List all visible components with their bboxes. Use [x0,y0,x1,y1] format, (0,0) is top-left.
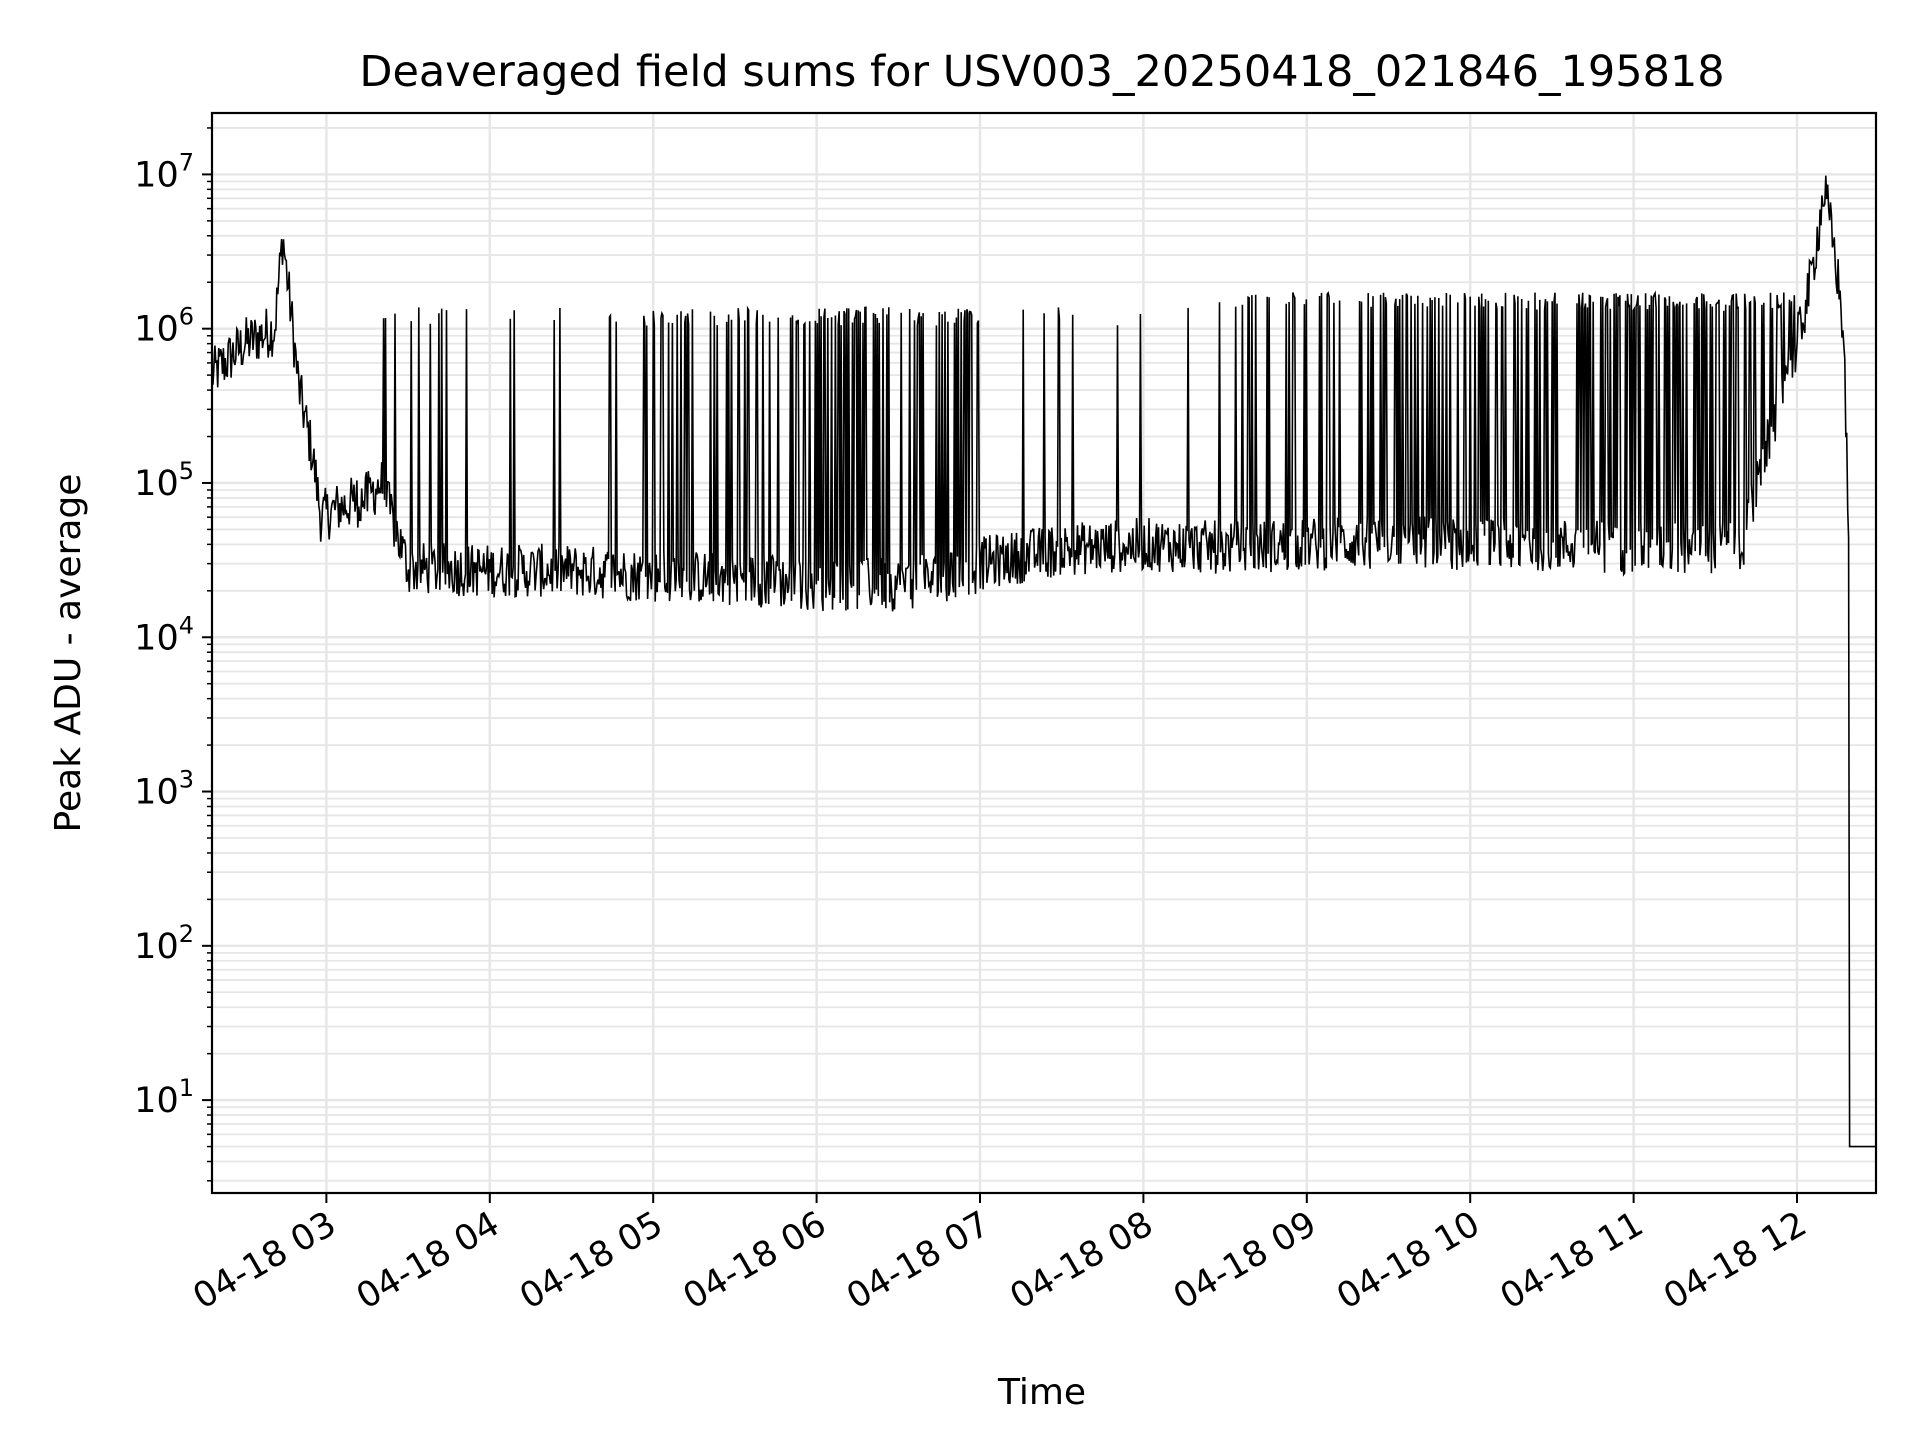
y-tick-label: 102 [134,920,194,967]
y-tick-label: 107 [134,148,194,195]
y-axis-label: Peak ADU - average [48,474,89,833]
chart-title: Deaveraged field sums for USV003_2025041… [359,47,1724,97]
y-tick-label: 106 [134,303,194,350]
y-axis: 101 102 103 104 105 106 107 [134,127,212,1182]
y-tick-label: 104 [134,611,194,658]
y-tick-label: 101 [134,1074,194,1121]
y-tick-label: 103 [134,766,194,813]
plot-frame [210,111,1878,1195]
y-tick-label: 105 [134,457,194,504]
grid [212,113,1876,1193]
x-axis-label: Time [997,1372,1086,1413]
series-line [211,175,1876,1148]
series [211,175,1876,1148]
